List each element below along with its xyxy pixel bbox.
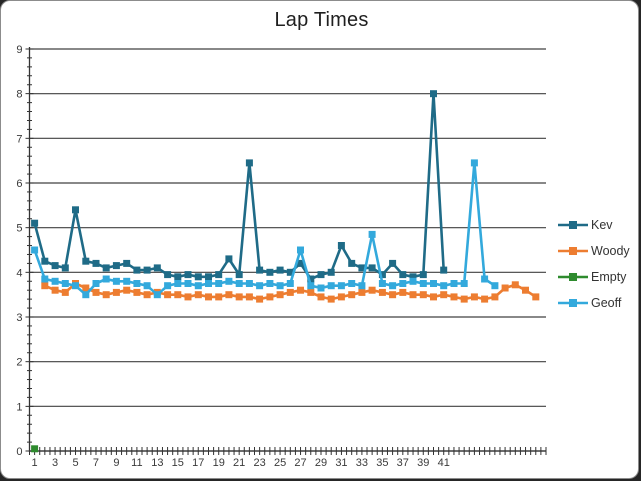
series-kev (31, 90, 448, 283)
legend-item-empty: Empty (557, 264, 630, 290)
legend-label-empty: Empty (591, 270, 627, 284)
series-empty (31, 445, 39, 453)
svg-text:7: 7 (16, 133, 22, 145)
svg-text:35: 35 (376, 457, 388, 469)
gridlines (29, 48, 546, 452)
svg-text:11: 11 (131, 457, 142, 469)
svg-text:41: 41 (438, 457, 450, 469)
axes (25, 47, 547, 455)
legend: Kev Woody Empty Geoff (557, 212, 630, 316)
svg-text:33: 33 (356, 457, 368, 469)
svg-text:29: 29 (315, 457, 327, 469)
svg-text:1: 1 (32, 457, 38, 469)
legend-label-woody: Woody (591, 244, 630, 258)
svg-text:3: 3 (16, 312, 22, 324)
svg-text:17: 17 (192, 457, 204, 469)
svg-text:9: 9 (113, 457, 119, 469)
svg-text:23: 23 (253, 457, 265, 469)
svg-text:3: 3 (52, 457, 58, 469)
legend-item-geoff: Geoff (557, 290, 630, 316)
legend-item-woody: Woody (557, 238, 630, 264)
svg-text:27: 27 (294, 457, 306, 469)
svg-text:15: 15 (172, 457, 184, 469)
svg-text:9: 9 (16, 44, 22, 56)
svg-text:31: 31 (335, 457, 347, 469)
svg-text:39: 39 (417, 457, 429, 469)
svg-text:1: 1 (16, 401, 22, 413)
x-axis-labels: 1 3 5 7 9 11 13 15 17 19 21 23 25 27 29 31 33 35 37 39 41 (32, 457, 450, 469)
svg-text:13: 13 (151, 457, 163, 469)
svg-text:25: 25 (274, 457, 286, 469)
svg-text:21: 21 (233, 457, 245, 469)
svg-text:6: 6 (16, 178, 22, 190)
svg-text:8: 8 (16, 89, 22, 101)
legend-marker-woody-icon (558, 247, 588, 255)
legend-label-kev: Kev (591, 218, 613, 232)
svg-text:2: 2 (16, 357, 22, 369)
svg-text:0: 0 (16, 446, 22, 458)
y-axis-labels: 0 1 2 3 4 5 6 7 8 9 (16, 44, 22, 458)
svg-text:5: 5 (72, 457, 78, 469)
svg-text:4: 4 (16, 267, 22, 279)
chart-title: Lap Times (274, 9, 369, 31)
legend-label-geoff: Geoff (591, 296, 622, 310)
legend-item-kev: Kev (557, 212, 630, 238)
legend-marker-kev-icon (558, 221, 588, 229)
legend-marker-empty-icon (558, 273, 588, 281)
legend-marker-geoff-icon (558, 299, 588, 307)
svg-text:7: 7 (93, 457, 99, 469)
series-geoff (31, 159, 499, 299)
svg-text:37: 37 (397, 457, 409, 469)
svg-text:19: 19 (213, 457, 225, 469)
svg-text:5: 5 (16, 223, 22, 235)
